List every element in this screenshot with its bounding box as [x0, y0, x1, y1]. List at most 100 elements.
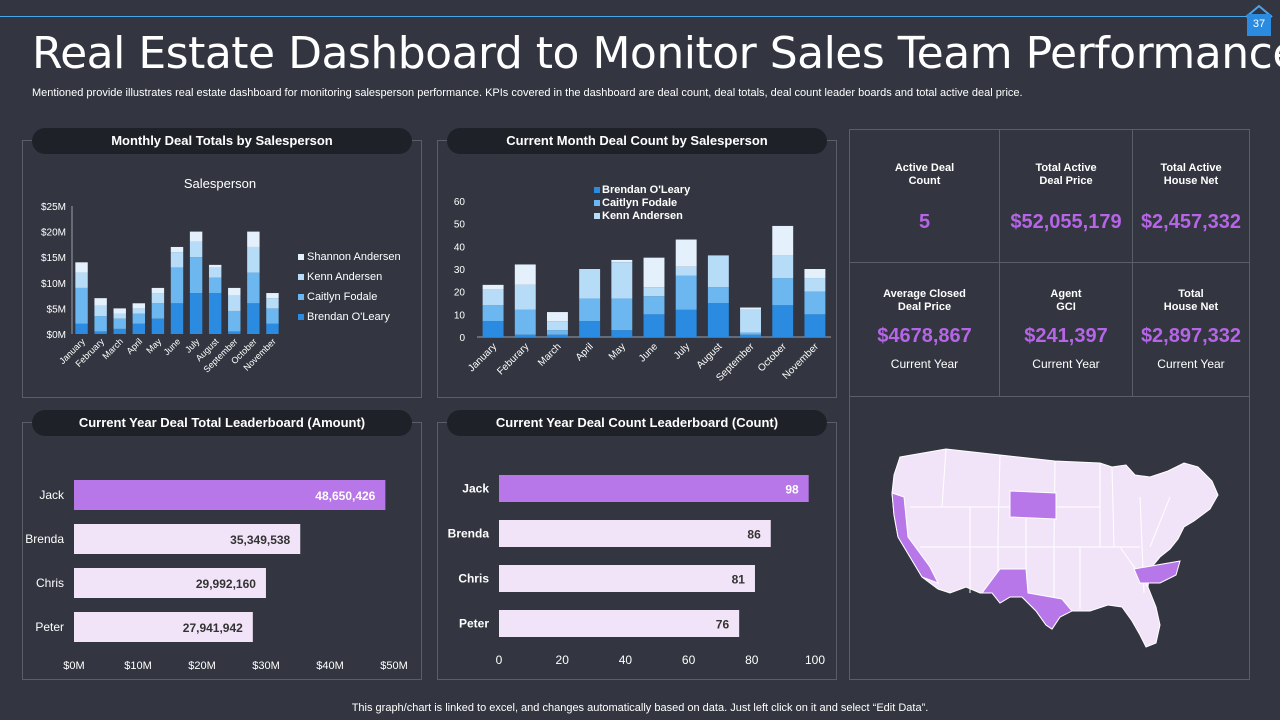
- kpi-value: $2,897,332: [1140, 325, 1242, 347]
- bar-segment: [804, 314, 826, 337]
- category-label: Chris: [458, 572, 489, 586]
- monthly-totals-chart[interactable]: Salesperson$0M$5M$10M$15M$20M$25MJanuary…: [22, 160, 422, 398]
- monthly-totals-header: Monthly Deal Totals by Salesperson: [32, 128, 412, 154]
- bar-segment: [132, 308, 146, 314]
- bar-segment: [675, 275, 697, 310]
- y-tick-label: 30: [454, 265, 466, 276]
- category-label: Peter: [459, 617, 489, 631]
- bar-segment: [228, 331, 241, 334]
- bar-segment: [482, 289, 504, 306]
- bar-segment: [208, 267, 222, 278]
- value-label: 98: [785, 483, 799, 497]
- bar-segment: [579, 321, 601, 337]
- bar-segment: [170, 252, 184, 268]
- x-tick-label: $0M: [63, 660, 84, 672]
- page-title: Real Estate Dashboard to Monitor Sales T…: [32, 28, 1280, 79]
- us-map-north-carolina: [1133, 560, 1181, 584]
- page-number: 37: [1252, 18, 1266, 30]
- y-tick-label: $15M: [41, 253, 66, 264]
- y-tick-label: $25M: [41, 202, 66, 213]
- bar-segment: [189, 257, 203, 294]
- bar-segment: [772, 255, 794, 279]
- bar-segment: [804, 291, 826, 315]
- kpi-label: Active Deal Count: [894, 162, 955, 187]
- legend-label: Shannon Andersen: [307, 251, 401, 263]
- kpi-value: $52,055,179: [1010, 211, 1122, 233]
- x-tick-label: March: [536, 341, 563, 368]
- bar-segment: [189, 241, 203, 258]
- legend-label: Brendan O'Leary: [307, 311, 390, 323]
- bar-segment: [189, 231, 203, 242]
- value-label: 27,941,942: [183, 621, 243, 635]
- bar-segment: [189, 293, 203, 334]
- bar-segment: [94, 331, 107, 334]
- bar-segment: [611, 298, 633, 331]
- bar-segment: [151, 287, 165, 294]
- bar-segment: [113, 308, 126, 314]
- bar-segment: [514, 334, 536, 337]
- bar-segment: [75, 287, 88, 324]
- bar-segment: [94, 305, 107, 317]
- year-count-chart[interactable]: Jack 98 Brenda 86 Chris 81 Peter 76 0 20 40 60 80 100: [437, 440, 837, 680]
- kpi-label: Total Active House Net: [1160, 162, 1222, 187]
- bar-segment: [94, 298, 107, 306]
- kpi-total-house-net: Total House Net $2,897,332 Current Year: [1132, 262, 1250, 397]
- chart-title: Salesperson: [184, 176, 256, 191]
- legend-swatch: [594, 200, 600, 206]
- bar-segment: [514, 309, 536, 335]
- footer-note: This graph/chart is linked to excel, and…: [351, 702, 929, 714]
- bar-segment: [675, 309, 697, 337]
- bar-segment: [482, 284, 504, 290]
- x-tick-label: June: [162, 336, 183, 357]
- us-map-south-dakota: [1009, 490, 1057, 520]
- bar-segment: [75, 323, 88, 334]
- legend-swatch: [594, 213, 600, 219]
- category-label: Brenda: [448, 527, 490, 541]
- kpi-label: Total House Net: [1163, 288, 1219, 313]
- bar-segment: [707, 287, 729, 303]
- bar-segment: [546, 330, 568, 335]
- bar-segment: [772, 225, 794, 256]
- year-total-chart[interactable]: Jack 48,650,426 Brenda 35,349,538 Chris 29,99…: [22, 440, 422, 680]
- bar-segment: [514, 264, 536, 285]
- bar-segment: [611, 262, 633, 299]
- category-label: Peter: [35, 620, 64, 634]
- bar-segment: [170, 303, 184, 334]
- us-map[interactable]: [850, 397, 1251, 681]
- bar-segment: [643, 287, 665, 297]
- bar-segment: [151, 293, 165, 304]
- bar-segment: [75, 262, 88, 273]
- y-tick-label: 10: [454, 310, 466, 321]
- x-tick-label: July: [672, 341, 692, 361]
- kpi-value: $2,457,332: [1140, 211, 1242, 233]
- bar-segment: [804, 278, 826, 292]
- kpi-value: $241,397: [1024, 325, 1108, 347]
- leader-bar: [74, 612, 253, 642]
- bar-segment: [132, 323, 146, 334]
- bar-segment: [266, 323, 279, 334]
- bar-segment: [247, 231, 260, 247]
- y-tick-label: 60: [454, 197, 466, 208]
- bar-segment: [804, 269, 826, 279]
- bar-segment: [113, 328, 126, 334]
- bar-segment: [228, 310, 241, 332]
- bar-segment: [546, 312, 568, 322]
- x-tick-label: November: [781, 341, 822, 382]
- kpi-average-closed-deal-price: Average Closed Deal Price $4678,867 Curr…: [849, 262, 1000, 397]
- bar-segment: [170, 267, 184, 304]
- value-label: 48,650,426: [315, 489, 375, 503]
- kpi-agent-gci: Agent GCI $241,397 Current Year: [999, 262, 1133, 397]
- legend-label: Kenn Andersen: [307, 271, 382, 283]
- bar-segment: [772, 278, 794, 306]
- bar-segment: [247, 246, 260, 273]
- y-tick-label: $20M: [41, 228, 66, 239]
- year-total-header: Current Year Deal Total Leaderboard (Amo…: [32, 410, 412, 436]
- kpi-value: 5: [918, 211, 931, 233]
- x-tick-label: 20: [556, 653, 570, 667]
- bar-segment: [132, 313, 146, 324]
- legend-label: Caitlyn Fodale: [602, 197, 677, 209]
- page-subtitle: Mentioned provide illustrates real estat…: [32, 87, 1023, 99]
- leader-bar: [499, 610, 740, 637]
- bar-segment: [546, 321, 568, 331]
